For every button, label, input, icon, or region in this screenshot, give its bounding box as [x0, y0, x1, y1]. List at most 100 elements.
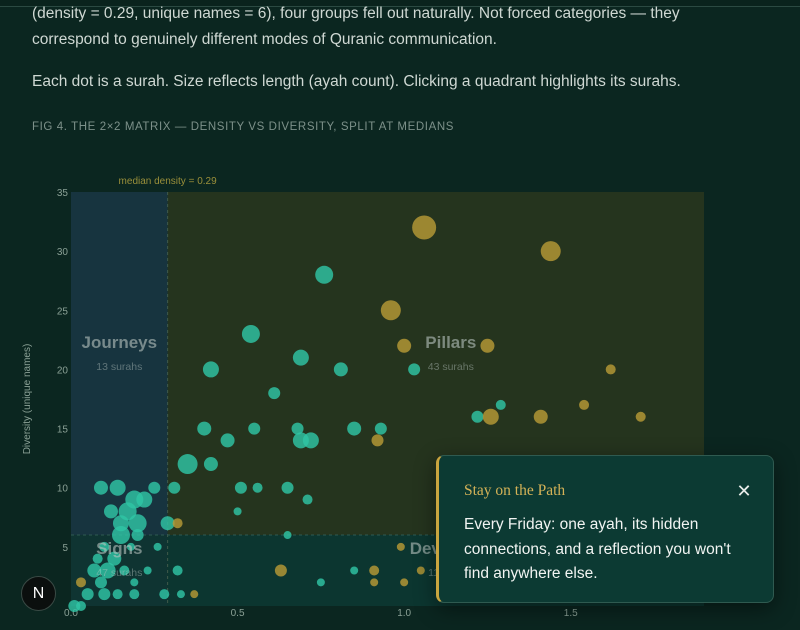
- surah-point[interactable]: [371, 434, 384, 447]
- surah-point[interactable]: [400, 578, 409, 587]
- surah-point[interactable]: [197, 421, 212, 436]
- quadrant-count-journeys: 13 surahs: [96, 361, 142, 373]
- site-logo-button[interactable]: N: [21, 576, 56, 611]
- quadrant-label-journeys: Journeys: [82, 333, 158, 352]
- surah-point[interactable]: [131, 529, 144, 542]
- x-tick-label: 0.0: [64, 608, 78, 619]
- surah-point[interactable]: [109, 479, 126, 496]
- y-tick-label: 10: [57, 484, 69, 495]
- surah-point[interactable]: [283, 531, 292, 540]
- surah-point[interactable]: [98, 588, 111, 601]
- y-tick-label: 30: [57, 247, 69, 258]
- median-label: median density = 0.29: [119, 176, 218, 187]
- surah-point[interactable]: [99, 562, 116, 579]
- close-icon[interactable]: ✕: [736, 481, 752, 501]
- newsletter-toast: Stay on the Path ✕ Every Friday: one aya…: [436, 455, 774, 603]
- surah-point[interactable]: [302, 494, 313, 505]
- surah-point[interactable]: [374, 422, 387, 435]
- surah-point[interactable]: [129, 589, 140, 600]
- surah-point[interactable]: [408, 363, 421, 376]
- surah-point[interactable]: [128, 514, 147, 533]
- surah-point[interactable]: [495, 399, 506, 410]
- surah-point[interactable]: [143, 566, 152, 575]
- surah-point[interactable]: [412, 215, 437, 240]
- intro-paragraph: (density = 0.29, unique names = 6), four…: [32, 5, 680, 48]
- surah-point[interactable]: [112, 589, 123, 600]
- surah-point[interactable]: [202, 361, 219, 378]
- surah-point[interactable]: [350, 566, 359, 575]
- surah-point[interactable]: [302, 432, 319, 449]
- surah-point[interactable]: [579, 399, 590, 410]
- surah-point[interactable]: [234, 481, 247, 494]
- x-tick-label: 1.5: [564, 608, 578, 619]
- surah-point[interactable]: [274, 564, 287, 577]
- surah-point[interactable]: [172, 565, 183, 576]
- surah-point[interactable]: [168, 481, 181, 494]
- surah-point[interactable]: [99, 541, 110, 552]
- surah-point[interactable]: [160, 516, 175, 531]
- surah-point[interactable]: [92, 553, 103, 564]
- surah-point[interactable]: [241, 324, 260, 343]
- surah-point[interactable]: [605, 364, 616, 375]
- surah-point[interactable]: [107, 551, 122, 566]
- surah-point[interactable]: [471, 410, 484, 423]
- surah-point[interactable]: [482, 408, 499, 425]
- surah-point[interactable]: [333, 362, 348, 377]
- surah-point[interactable]: [291, 422, 304, 435]
- surah-point[interactable]: [111, 526, 130, 545]
- surah-point[interactable]: [380, 300, 401, 321]
- x-tick-label: 1.0: [397, 608, 411, 619]
- surah-point[interactable]: [268, 387, 281, 400]
- surah-point[interactable]: [281, 481, 294, 494]
- surah-point[interactable]: [87, 563, 102, 578]
- surah-point[interactable]: [172, 518, 183, 529]
- header-divider: [0, 0, 800, 7]
- surah-point[interactable]: [315, 265, 334, 284]
- surah-point[interactable]: [316, 578, 325, 587]
- surah-point[interactable]: [369, 565, 380, 576]
- x-tick-label: 0.5: [231, 608, 245, 619]
- quadrant-label-pillars: Pillars: [425, 333, 476, 352]
- surah-point[interactable]: [416, 566, 425, 575]
- surah-point[interactable]: [397, 338, 412, 353]
- surah-point[interactable]: [533, 409, 548, 424]
- y-axis-label: Diversity (unique names): [22, 344, 33, 455]
- quadrant-label-signs: Signs: [96, 539, 142, 558]
- quadrant-count-signs: 47 surahs: [96, 567, 142, 579]
- y-tick-label: 5: [62, 543, 68, 554]
- surah-point[interactable]: [396, 542, 405, 551]
- y-tick-label: 20: [57, 365, 69, 376]
- surah-point[interactable]: [75, 601, 86, 611]
- surah-point[interactable]: [93, 480, 108, 495]
- surah-point[interactable]: [480, 338, 495, 353]
- toast-title: Stay on the Path: [464, 482, 566, 499]
- surah-point[interactable]: [126, 542, 135, 551]
- surah-point[interactable]: [635, 411, 646, 422]
- surah-point[interactable]: [75, 577, 86, 588]
- surah-point[interactable]: [190, 590, 199, 599]
- surah-point[interactable]: [81, 588, 94, 601]
- quadrant-count-pillars: 43 surahs: [428, 361, 474, 373]
- surah-point[interactable]: [94, 576, 107, 589]
- surah-point[interactable]: [220, 433, 235, 448]
- surah-point[interactable]: [148, 481, 161, 494]
- surah-point[interactable]: [130, 578, 139, 587]
- toast-body: Every Friday: one ayah, its hidden conne…: [464, 516, 731, 582]
- surah-point[interactable]: [370, 578, 379, 587]
- surah-point[interactable]: [347, 421, 362, 436]
- surah-point[interactable]: [248, 422, 261, 435]
- surah-point[interactable]: [252, 482, 263, 493]
- surah-point[interactable]: [153, 542, 162, 551]
- surah-point[interactable]: [540, 241, 561, 262]
- surah-point[interactable]: [103, 504, 118, 519]
- surah-point[interactable]: [233, 507, 242, 516]
- chart-caption: Each dot is a surah. Size reflects lengt…: [32, 73, 681, 90]
- surah-point[interactable]: [177, 454, 198, 475]
- quadrant-journeys[interactable]: [71, 192, 168, 536]
- surah-point[interactable]: [136, 491, 153, 508]
- surah-point[interactable]: [159, 589, 170, 600]
- surah-point[interactable]: [119, 565, 130, 576]
- surah-point[interactable]: [176, 590, 185, 599]
- surah-point[interactable]: [203, 457, 218, 472]
- surah-point[interactable]: [292, 349, 309, 366]
